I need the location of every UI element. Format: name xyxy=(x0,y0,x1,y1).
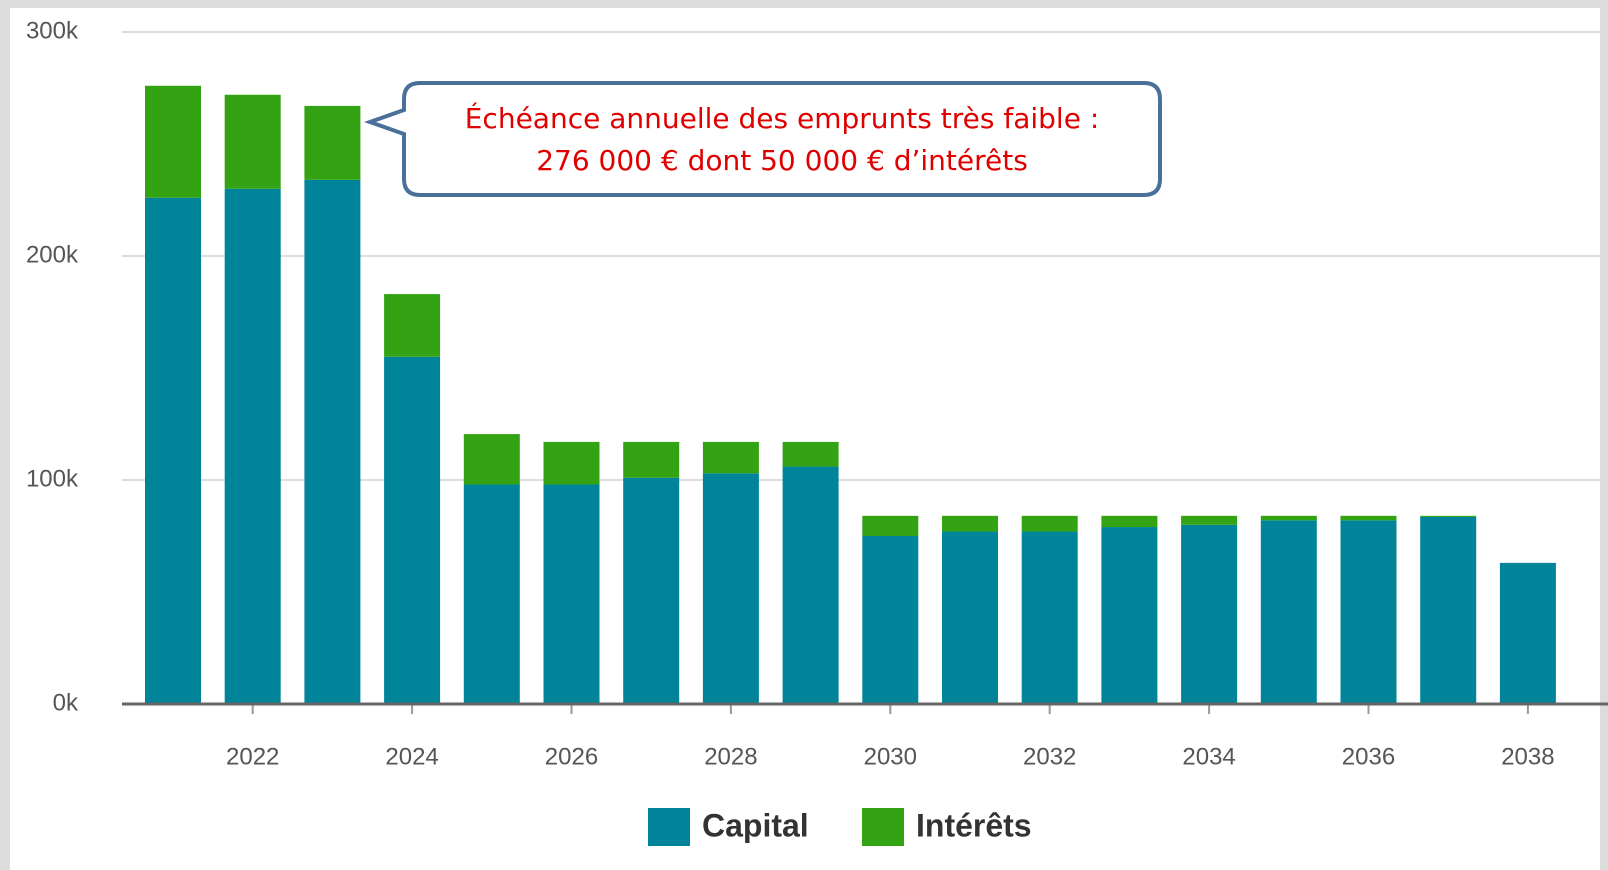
x-tick-label: 2028 xyxy=(704,743,757,770)
x-tick-label: 2038 xyxy=(1501,743,1554,770)
bar-segment xyxy=(862,536,919,704)
bar-segment xyxy=(1340,515,1397,521)
bar-segment xyxy=(224,94,281,189)
x-tick-label: 2032 xyxy=(1023,743,1076,770)
x-tick-label: 2030 xyxy=(864,743,917,770)
bar-segment xyxy=(1021,531,1078,704)
y-tick-label: 300k xyxy=(26,17,79,44)
annotation-line: 276 000 € dont 50 000 € d’intérêts xyxy=(536,144,1028,177)
x-tick-label: 2036 xyxy=(1342,743,1395,770)
bar-segment xyxy=(782,466,839,704)
bar-segment xyxy=(1260,520,1317,704)
legend-swatch xyxy=(648,808,690,846)
bar-segment xyxy=(1340,520,1397,704)
bar-segment xyxy=(942,515,998,532)
bar-segment xyxy=(384,356,441,704)
bar-segment xyxy=(702,473,759,704)
bar-segment xyxy=(463,434,520,485)
bar-segment xyxy=(145,85,201,198)
y-tick-label: 200k xyxy=(26,241,79,268)
x-tick-label: 2026 xyxy=(545,743,598,770)
bar-segment xyxy=(1181,524,1238,704)
bar-segment xyxy=(1420,516,1477,704)
bar-segment xyxy=(1021,515,1078,532)
bar-segment xyxy=(1101,527,1158,704)
legend-label: Capital xyxy=(702,807,809,843)
bar-segment xyxy=(942,531,998,704)
x-tick-label: 2022 xyxy=(226,743,279,770)
bar-segment xyxy=(1499,562,1556,704)
legend-swatch xyxy=(862,808,904,846)
legend-label: Intérêts xyxy=(916,807,1032,843)
bar-segment xyxy=(862,515,919,536)
bar-segment xyxy=(304,179,361,705)
bar-segment xyxy=(623,441,680,478)
y-tick-label: 0k xyxy=(53,689,79,716)
x-tick-label: 2034 xyxy=(1182,743,1235,770)
bar-segment xyxy=(623,477,680,704)
bar-segment xyxy=(543,441,600,485)
bar-segment xyxy=(1181,515,1238,525)
y-tick-label: 100k xyxy=(26,465,79,492)
x-tick-label: 2024 xyxy=(385,743,438,770)
bar-segment xyxy=(702,441,759,474)
bar-segment xyxy=(384,294,441,357)
annotation-line: Échéance annuelle des emprunts très faib… xyxy=(465,101,1100,135)
bar-segment xyxy=(1260,515,1317,521)
bar-segment xyxy=(1420,515,1477,517)
bar-segment xyxy=(304,105,361,180)
bar-segment xyxy=(1101,515,1158,528)
bar-segment xyxy=(145,197,201,704)
bar-segment xyxy=(224,188,281,705)
bar-segment xyxy=(782,441,839,467)
callout xyxy=(363,81,1162,197)
bar-segment xyxy=(463,484,520,704)
bar-segment xyxy=(543,484,600,704)
